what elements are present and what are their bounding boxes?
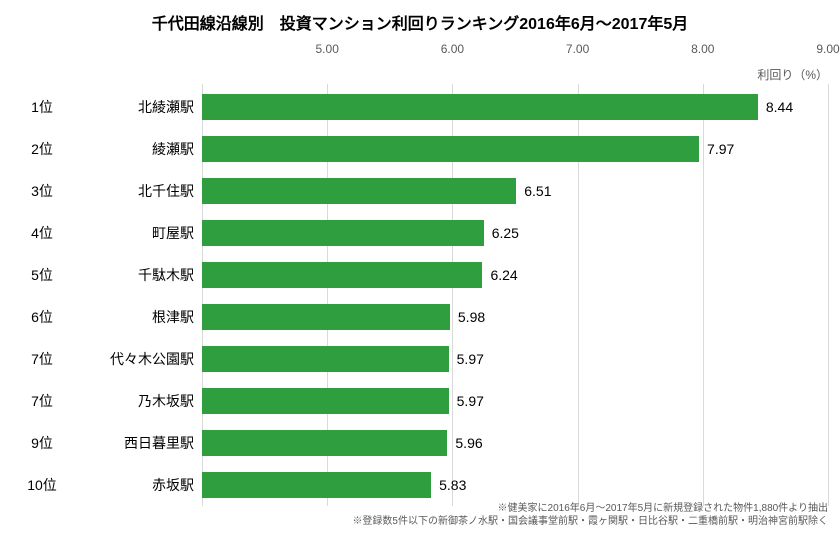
rank-label: 3位 bbox=[12, 181, 72, 201]
bar-wrap: 6.24 bbox=[202, 254, 828, 296]
bar-wrap: 6.25 bbox=[202, 212, 828, 254]
bar bbox=[202, 220, 484, 246]
bar-wrap: 7.97 bbox=[202, 128, 828, 170]
bar-wrap: 8.44 bbox=[202, 86, 828, 128]
bar-value-label: 5.97 bbox=[457, 351, 484, 367]
station-label: 乃木坂駅 bbox=[72, 391, 202, 411]
rank-label: 10位 bbox=[12, 475, 72, 495]
bar-row: 1位北綾瀬駅 8.44 bbox=[12, 86, 828, 128]
bar-wrap: 5.83 bbox=[202, 464, 828, 506]
bar bbox=[202, 388, 449, 414]
bar-value-label: 7.97 bbox=[707, 141, 734, 157]
station-label: 町屋駅 bbox=[72, 223, 202, 243]
bar bbox=[202, 472, 431, 498]
bar bbox=[202, 178, 516, 204]
axis-unit-label: 利回り（%） bbox=[757, 66, 828, 83]
bar bbox=[202, 304, 450, 330]
x-axis-tick-label: 6.00 bbox=[441, 42, 464, 56]
bar-wrap: 5.97 bbox=[202, 380, 828, 422]
rank-label: 9位 bbox=[12, 433, 72, 453]
bar-value-label: 6.25 bbox=[492, 225, 519, 241]
bar-wrap: 5.96 bbox=[202, 422, 828, 464]
bar-value-label: 8.44 bbox=[766, 99, 793, 115]
chart-title: 千代田線沿線別 投資マンション利回りランキング2016年6月～2017年5月 bbox=[12, 10, 828, 34]
bar-row: 2位綾瀬駅 7.97 bbox=[12, 128, 828, 170]
station-label: 赤坂駅 bbox=[72, 475, 202, 495]
bar-row: 5位千駄木駅 6.24 bbox=[12, 254, 828, 296]
rank-label: 2位 bbox=[12, 139, 72, 159]
bar bbox=[202, 94, 758, 120]
bar-wrap: 5.98 bbox=[202, 296, 828, 338]
x-axis: 利回り（%） 5.006.007.008.009.00 bbox=[202, 42, 828, 64]
bar-row: 9位西日暮里駅 5.96 bbox=[12, 422, 828, 464]
bar-row: 7位乃木坂駅 5.97 bbox=[12, 380, 828, 422]
bar-value-label: 6.24 bbox=[490, 267, 517, 283]
rank-label: 7位 bbox=[12, 349, 72, 369]
footnote-line: ※健美家に2016年6月～2017年5月に新規登録された物件1,880件より抽出 bbox=[352, 502, 828, 515]
bar bbox=[202, 430, 447, 456]
station-label: 千駄木駅 bbox=[72, 265, 202, 285]
plot-area: 1位北綾瀬駅 8.44 2位綾瀬駅 7.97 3位北千住駅 6.51 4位町屋駅 6.25 5位… bbox=[12, 86, 828, 506]
bar bbox=[202, 136, 699, 162]
bar-value-label: 5.98 bbox=[458, 309, 485, 325]
x-axis-tick-label: 5.00 bbox=[316, 42, 339, 56]
bar bbox=[202, 262, 482, 288]
station-label: 北綾瀬駅 bbox=[72, 97, 202, 117]
bar-row: 3位北千住駅 6.51 bbox=[12, 170, 828, 212]
station-label: 代々木公園駅 bbox=[72, 349, 202, 369]
station-label: 西日暮里駅 bbox=[72, 433, 202, 453]
bar-value-label: 5.97 bbox=[457, 393, 484, 409]
rank-label: 5位 bbox=[12, 265, 72, 285]
bar-value-label: 5.83 bbox=[439, 477, 466, 493]
x-axis-tick-label: 7.00 bbox=[566, 42, 589, 56]
rank-label: 4位 bbox=[12, 223, 72, 243]
rank-label: 7位 bbox=[12, 391, 72, 411]
chart-container: 千代田線沿線別 投資マンション利回りランキング2016年6月～2017年5月 利… bbox=[0, 0, 840, 534]
bar-wrap: 5.97 bbox=[202, 338, 828, 380]
bar-row: 4位町屋駅 6.25 bbox=[12, 212, 828, 254]
bar-row: 10位赤坂駅 5.83 bbox=[12, 464, 828, 506]
grid-line bbox=[828, 84, 829, 506]
bar-wrap: 6.51 bbox=[202, 170, 828, 212]
bar-value-label: 6.51 bbox=[524, 183, 551, 199]
bar-row: 6位根津駅 5.98 bbox=[12, 296, 828, 338]
footnote-line: ※登録数5件以下の新御茶ノ水駅・国会議事堂前駅・霞ヶ関駅・日比谷駅・二重橋前駅・… bbox=[352, 515, 828, 528]
bar bbox=[202, 346, 449, 372]
station-label: 根津駅 bbox=[72, 307, 202, 327]
chart-footnotes: ※健美家に2016年6月～2017年5月に新規登録された物件1,880件より抽出… bbox=[352, 502, 828, 528]
x-axis-tick-label: 8.00 bbox=[691, 42, 714, 56]
rank-label: 6位 bbox=[12, 307, 72, 327]
bar-row: 7位代々木公園駅 5.97 bbox=[12, 338, 828, 380]
bar-value-label: 5.96 bbox=[455, 435, 482, 451]
x-axis-tick-label: 9.00 bbox=[816, 42, 839, 56]
station-label: 北千住駅 bbox=[72, 181, 202, 201]
rank-label: 1位 bbox=[12, 97, 72, 117]
station-label: 綾瀬駅 bbox=[72, 139, 202, 159]
